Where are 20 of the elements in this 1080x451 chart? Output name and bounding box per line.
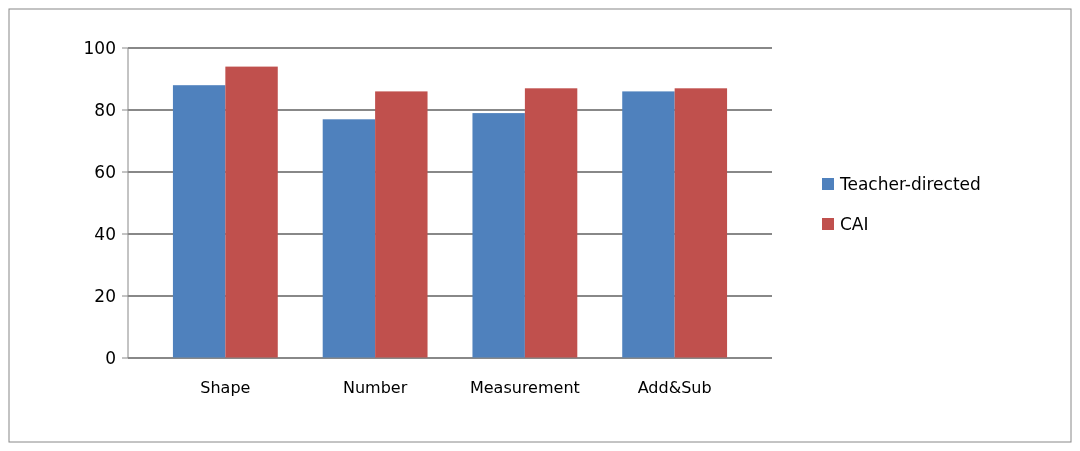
bar [172, 85, 226, 358]
y-tick-label: 0 [105, 347, 116, 368]
bar [472, 113, 525, 358]
y-tick-label: 100 [83, 37, 116, 58]
y-tick-label: 60 [94, 161, 116, 182]
y-tick-label: 40 [94, 223, 116, 244]
y-tick-label: 80 [94, 99, 116, 120]
y-tick-label: 20 [94, 285, 116, 306]
bar [622, 91, 675, 358]
bar [375, 91, 428, 358]
bar [322, 119, 376, 358]
x-tick-label: Add&Sub [637, 378, 712, 397]
bar [225, 66, 278, 358]
x-tick-label: Measurement [469, 378, 580, 397]
legend-label: Teacher-directed [839, 173, 981, 194]
legend-label: CAI [840, 213, 869, 234]
bar [674, 88, 728, 358]
bar [524, 88, 578, 358]
x-tick-label: Shape [200, 378, 251, 397]
x-tick-label: Number [342, 378, 408, 397]
